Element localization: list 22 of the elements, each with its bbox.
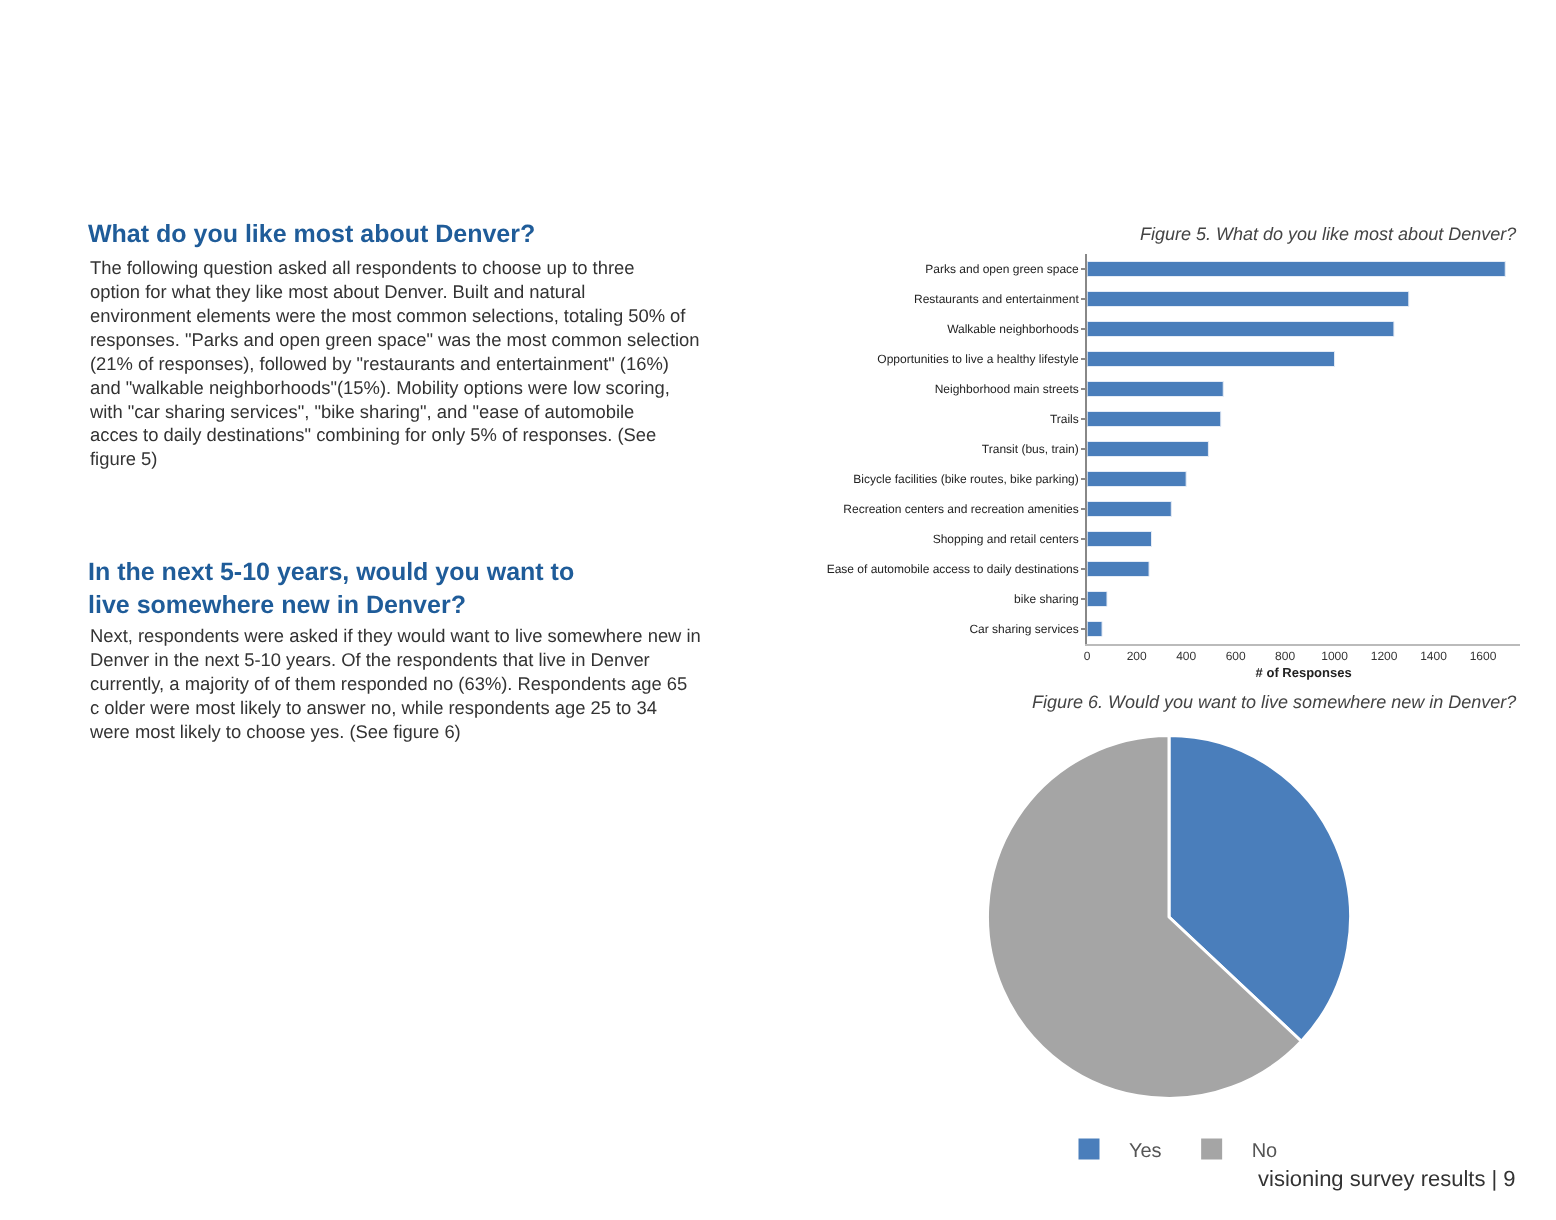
text: What do you like most about Denver? — [88, 220, 536, 248]
chart-title: Figure 6. Would you want to live somewhere new in Denver? — [1032, 692, 1517, 712]
legend-label: Yes — [1129, 1140, 1162, 1163]
text: In the next 5-10 years, would you want to live somewhere new in Denver? — [88, 558, 575, 619]
bar — [1087, 501, 1172, 517]
bar — [1087, 471, 1187, 487]
chart-title: Figure 5. What do you like most about Denver? — [1140, 224, 1517, 244]
legend-label: No — [1251, 1140, 1279, 1163]
bar — [1087, 351, 1336, 367]
bar — [1087, 561, 1150, 577]
bar — [1087, 591, 1108, 607]
bar — [1087, 261, 1506, 277]
bar — [1087, 321, 1395, 337]
text: visioning survey results | 9 — [1258, 1168, 1516, 1192]
bar — [1087, 291, 1410, 307]
bar — [1087, 441, 1209, 457]
text: Next, respondents were asked if they would want to live somewhere new in Denver in the next 5-10 years. Of the respondents that live in Denver currently, a majority of of them responded no (63%). Respondents age 65 c older were most likely to answer no, while respondents age 25 to 34 were most likely to choose yes. (See figure 6) — [88, 626, 701, 742]
bar — [1087, 411, 1222, 427]
bar — [1087, 621, 1103, 637]
text: The following question asked all respondents to choose up to three option for what they like most about Denver. Built and natural environment elements were the most common selections, totaling 50% of responses. "Parks and open green space" was the most common selection (21% of responses), followed by "restaurants and entertainment" (16%) and "walkable neighborhoods"(15%). Mobility options were low scoring, with "car sharing services", "bike sharing", and "ease of automobile acces to daily destinations" combining for only 5% of responses. (See figure 5) — [90, 258, 700, 470]
bar — [1087, 531, 1153, 547]
bar — [1087, 381, 1224, 397]
